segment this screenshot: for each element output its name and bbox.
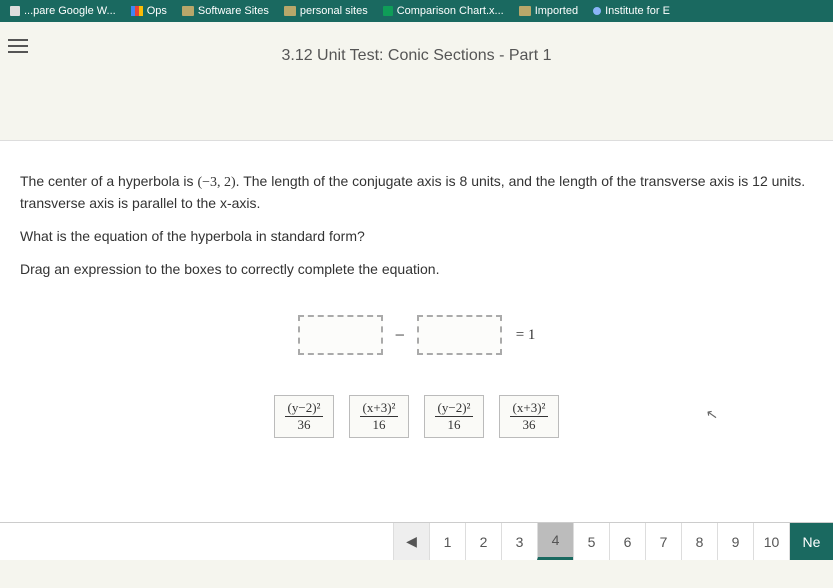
bookmark-label: Imported <box>535 5 578 17</box>
bookmark-item[interactable]: ...pare Google W... <box>10 5 116 17</box>
page-icon <box>10 6 20 16</box>
minus-sign: − <box>395 325 405 346</box>
folder-icon <box>182 6 194 16</box>
bookmark-label: Ops <box>147 5 167 17</box>
bookmark-label: ...pare Google W... <box>24 5 116 17</box>
expression-choice[interactable]: (y−2)² 16 <box>424 395 484 438</box>
problem-line1-pre: The center of a hyperbola is <box>20 173 197 189</box>
expression-choice[interactable]: (y−2)² 36 <box>274 395 334 438</box>
expression-choice[interactable]: (x+3)² 16 <box>349 395 409 438</box>
bookmark-item[interactable]: personal sites <box>284 5 368 17</box>
bookmark-item[interactable]: Imported <box>519 5 578 17</box>
page-2-button[interactable]: 2 <box>465 523 501 560</box>
choices-row: (y−2)² 36 (x+3)² 16 (y−2)² 16 (x+3)² 36 <box>20 395 813 438</box>
choice-numer: (y−2)² <box>285 400 323 417</box>
content-area: The center of a hyperbola is (−3, 2). Th… <box>0 140 833 560</box>
bookmark-label: Institute for E <box>605 5 670 17</box>
choice-numer: (x+3)² <box>510 400 548 417</box>
page-8-button[interactable]: 8 <box>681 523 717 560</box>
page-title: 3.12 Unit Test: Conic Sections - Part 1 <box>0 22 833 80</box>
page-9-button[interactable]: 9 <box>717 523 753 560</box>
problem-instruction: Drag an expression to the boxes to corre… <box>20 259 813 280</box>
problem-line1-post: . The length of the conjugate axis is 8 … <box>236 173 805 189</box>
choice-denom: 16 <box>435 417 473 433</box>
page-10-button[interactable]: 10 <box>753 523 789 560</box>
sheets-icon <box>383 6 393 16</box>
page-5-button[interactable]: 5 <box>573 523 609 560</box>
dot-icon <box>593 7 601 15</box>
bookmark-item[interactable]: Software Sites <box>182 5 269 17</box>
ops-icon <box>131 6 143 16</box>
page-4-button[interactable]: 4 <box>537 523 573 560</box>
bookmark-label: Software Sites <box>198 5 269 17</box>
expression-choice[interactable]: (x+3)² 36 <box>499 395 559 438</box>
page-3-button[interactable]: 3 <box>501 523 537 560</box>
bookmark-item[interactable]: Comparison Chart.x... <box>383 5 504 17</box>
choice-denom: 16 <box>360 417 398 433</box>
prev-button[interactable]: ◀ <box>393 523 429 560</box>
choice-numer: (y−2)² <box>435 400 473 417</box>
bookmark-item[interactable]: Ops <box>131 5 167 17</box>
problem-line2: transverse axis is parallel to the x-axi… <box>20 195 260 211</box>
page-6-button[interactable]: 6 <box>609 523 645 560</box>
bookmark-label: personal sites <box>300 5 368 17</box>
bookmark-label: Comparison Chart.x... <box>397 5 504 17</box>
choice-numer: (x+3)² <box>360 400 398 417</box>
folder-icon <box>519 6 531 16</box>
pagination: ◀ 1 2 3 4 5 6 7 8 9 10 Ne <box>0 522 833 560</box>
problem-text: The center of a hyperbola is (−3, 2). Th… <box>20 171 813 280</box>
bookmark-item[interactable]: Institute for E <box>593 5 670 17</box>
next-button[interactable]: Ne <box>789 523 833 560</box>
equals-one: = 1 <box>516 327 536 344</box>
equation-row: − = 1 <box>20 315 813 355</box>
bookmark-bar: ...pare Google W... Ops Software Sites p… <box>0 0 833 22</box>
page-1-button[interactable]: 1 <box>429 523 465 560</box>
page-7-button[interactable]: 7 <box>645 523 681 560</box>
problem-question: What is the equation of the hyperbola in… <box>20 226 813 247</box>
drop-target-1[interactable] <box>298 315 383 355</box>
drop-target-2[interactable] <box>417 315 502 355</box>
choice-denom: 36 <box>510 417 548 433</box>
folder-icon <box>284 6 296 16</box>
problem-center: (−3, 2) <box>197 175 235 190</box>
hamburger-menu-icon[interactable] <box>8 35 28 57</box>
choice-denom: 36 <box>285 417 323 433</box>
